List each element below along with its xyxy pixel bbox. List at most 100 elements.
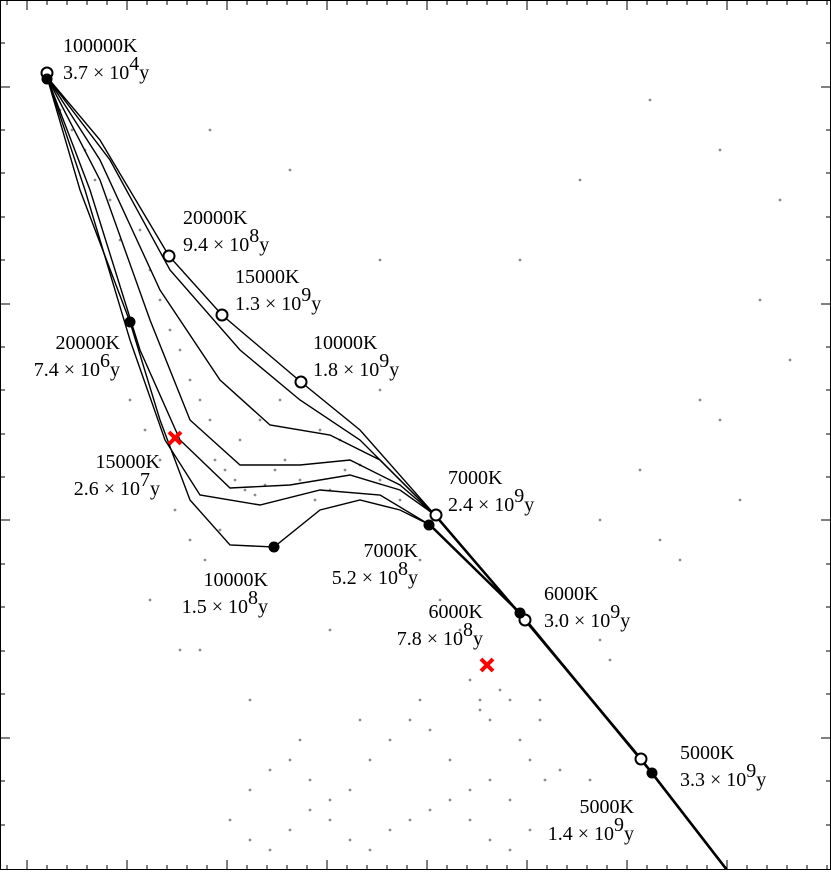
scatter-point: [158, 458, 162, 462]
scatter-point: [268, 848, 272, 852]
age-mantissa: 3.7 × 10: [63, 62, 129, 84]
scatter-point: [70, 128, 74, 132]
annotation-age: 1.4 × 109y: [548, 814, 634, 845]
scatter-point: [468, 678, 472, 682]
scatter-point: [378, 478, 382, 482]
annotation-age: 9.4 × 108y: [183, 225, 269, 256]
scatter-point: [738, 498, 742, 502]
annotation-age: 1.5 × 108y: [182, 587, 268, 618]
scatter-point: [188, 378, 192, 382]
scatter-point: [718, 418, 722, 422]
age-unit: y: [473, 628, 483, 650]
cooling-track: [46, 76, 431, 548]
cooling-track: [46, 76, 436, 516]
age-exponent: 8: [248, 587, 258, 609]
scatter-point: [368, 848, 372, 852]
scatter-point: [538, 698, 542, 702]
scatter-point: [388, 828, 392, 832]
scatter-point: [348, 838, 352, 842]
scatter-point: [203, 558, 207, 562]
annotation-age: 3.7 × 104y: [63, 53, 149, 84]
scatter-point: [248, 838, 252, 842]
annotation-temperature: 20000K: [183, 207, 248, 229]
scatter-point: [598, 518, 602, 522]
age-unit: y: [524, 494, 534, 516]
age-mantissa: 1.3 × 10: [235, 293, 301, 315]
scatter-point: [108, 198, 112, 202]
scatter-point: [418, 698, 422, 702]
scatter-point: [528, 758, 532, 762]
scatter-point: [378, 388, 382, 392]
annotation-age: 5.2 × 108y: [332, 558, 418, 589]
scatter-point: [278, 398, 282, 402]
annotation-temperature: 20000K: [56, 332, 121, 354]
age-mantissa: 1.8 × 10: [313, 359, 379, 381]
open-marker: [294, 375, 308, 389]
scatter-point: [198, 648, 202, 652]
scatter-point: [508, 698, 512, 702]
age-exponent: 6: [100, 350, 110, 372]
age-exponent: 7: [140, 469, 150, 491]
scatter-point: [93, 178, 97, 182]
age-unit: y: [408, 567, 418, 589]
age-unit: y: [389, 359, 399, 381]
scatter-point: [223, 468, 227, 472]
annotation-temperature: 6000K: [544, 583, 599, 605]
scatter-point: [698, 398, 702, 402]
scatter-point: [678, 558, 682, 562]
scatter-point: [428, 808, 432, 812]
scatter-point: [578, 178, 582, 182]
label-background: [544, 794, 638, 847]
scatter-point: [498, 688, 502, 692]
age-unit: y: [624, 823, 634, 845]
scatter-point: [253, 493, 257, 497]
age-unit: y: [756, 769, 766, 791]
scatter-point: [448, 758, 452, 762]
scatter-point: [328, 628, 332, 632]
scatter-point: [608, 658, 612, 662]
scatter-point: [148, 598, 152, 602]
scatter-point: [648, 98, 652, 102]
age-exponent: 9: [514, 485, 524, 507]
scatter-point: [408, 718, 412, 722]
scatter-point: [638, 468, 642, 472]
scatter-point: [378, 258, 382, 262]
scatter-point: [458, 628, 462, 632]
open-marker: [215, 308, 229, 322]
scatter-point: [388, 738, 392, 742]
age-exponent: 8: [249, 225, 259, 247]
annotation-temperature: 5000K: [680, 742, 735, 764]
cooling-track: [46, 76, 436, 516]
scatter-point: [213, 458, 217, 462]
filled-marker: [268, 541, 280, 553]
scatter-point: [343, 468, 347, 472]
scatter-point: [138, 228, 142, 232]
age-unit: y: [259, 234, 269, 256]
age-mantissa: 7.8 × 10: [397, 628, 463, 650]
scatter-point: [288, 828, 292, 832]
annotation-age: 7.8 × 108y: [397, 619, 483, 650]
scatter-point: [233, 478, 237, 482]
scatter-point: [248, 788, 252, 792]
scatter-point: [328, 818, 332, 822]
annotation-age: 3.3 × 109y: [680, 760, 766, 791]
annotation-temperature: 15000K: [96, 451, 161, 473]
filled-marker: [514, 607, 526, 619]
scatter-point: [238, 438, 242, 442]
age-exponent: 9: [610, 601, 620, 623]
scatter-point: [173, 508, 177, 512]
open-marker: [634, 752, 648, 766]
scatter-point: [208, 128, 212, 132]
age-exponent: 9: [301, 284, 311, 306]
scatter-point: [318, 428, 322, 432]
